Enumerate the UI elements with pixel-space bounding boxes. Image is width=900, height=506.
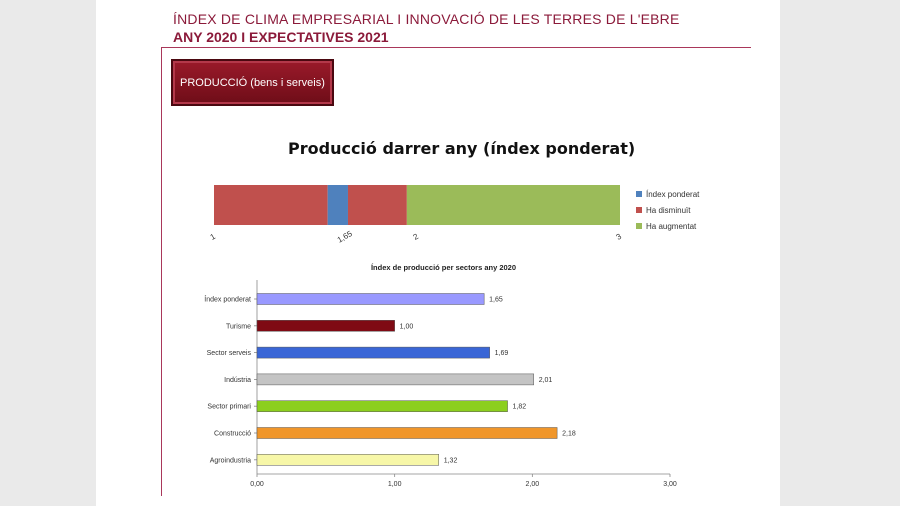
bar-3 xyxy=(256,373,534,386)
category-label-6: Agroindustria xyxy=(210,457,251,464)
value-label-5: 2,18 xyxy=(562,431,576,438)
legend-label-2: Ha augmentat xyxy=(646,222,697,231)
x-tick-label-0: 0,00 xyxy=(250,481,264,488)
bar-0 xyxy=(256,293,485,305)
stack-segment-1 xyxy=(327,185,348,225)
section-badge: PRODUCCIÓ (bens i serveis) xyxy=(171,59,334,106)
value-label-4: 1,82 xyxy=(513,404,527,411)
stack-tick-label-0: 1 xyxy=(209,232,218,242)
value-label-1: 1,00 xyxy=(400,323,414,330)
left-divider xyxy=(161,48,162,496)
category-label-3: Indústria xyxy=(224,377,251,384)
bar-5 xyxy=(256,427,558,439)
stack-segment-3 xyxy=(406,185,620,225)
stacked-bar-chart: 1 1,65 2 3 Índex ponderat Ha disminuït Ha augm… xyxy=(209,185,700,245)
stack-segment-0 xyxy=(214,185,328,225)
legend-swatch-2 xyxy=(636,223,642,229)
value-label-0: 1,65 xyxy=(489,297,503,304)
stack-tick-label-3: 3 xyxy=(615,232,624,242)
legend-label-0: Índex ponderat xyxy=(646,190,700,199)
bar-6 xyxy=(256,454,439,466)
value-label-2: 1,69 xyxy=(495,350,509,357)
bar-4 xyxy=(256,400,508,412)
category-label-5: Construcció xyxy=(214,431,251,438)
sector-bar-chart: Índex de producció per sectors any 2020 0… xyxy=(204,263,677,488)
category-label-1: Turisme xyxy=(226,323,251,330)
header-divider xyxy=(161,47,751,48)
stack-segment-2 xyxy=(347,185,407,225)
legend-label-1: Ha disminuït xyxy=(646,206,691,215)
category-label-4: Sector primari xyxy=(207,404,251,411)
x-tick-label-3: 3,00 xyxy=(663,481,677,488)
legend-swatch-0 xyxy=(636,191,642,197)
category-label-0: Índex ponderat xyxy=(204,295,251,304)
x-tick-label-2: 2,00 xyxy=(526,481,540,488)
stacked-chart-title: Producció darrer any (índex ponderat) xyxy=(288,139,636,158)
section-badge-label: PRODUCCIÓ (bens i serveis) xyxy=(180,76,325,89)
sector-chart-title: Índex de producció per sectors any 2020 xyxy=(371,263,516,272)
category-label-2: Sector serveis xyxy=(207,350,252,357)
bar-2 xyxy=(256,346,490,359)
x-tick-label-1: 1,00 xyxy=(388,481,402,488)
bar-1 xyxy=(256,320,395,332)
legend-swatch-1 xyxy=(636,207,642,213)
report-subtitle: ANY 2020 I EXPECTATIVES 2021 xyxy=(173,29,389,45)
stack-tick-label-2: 2 xyxy=(412,232,421,242)
value-label-6: 1,32 xyxy=(444,457,458,464)
value-label-3: 2,01 xyxy=(539,377,553,384)
stack-tick-label-1: 1,65 xyxy=(336,229,354,245)
report-title: ÍNDEX DE CLIMA EMPRESARIAL I INNOVACIÓ D… xyxy=(173,11,680,27)
